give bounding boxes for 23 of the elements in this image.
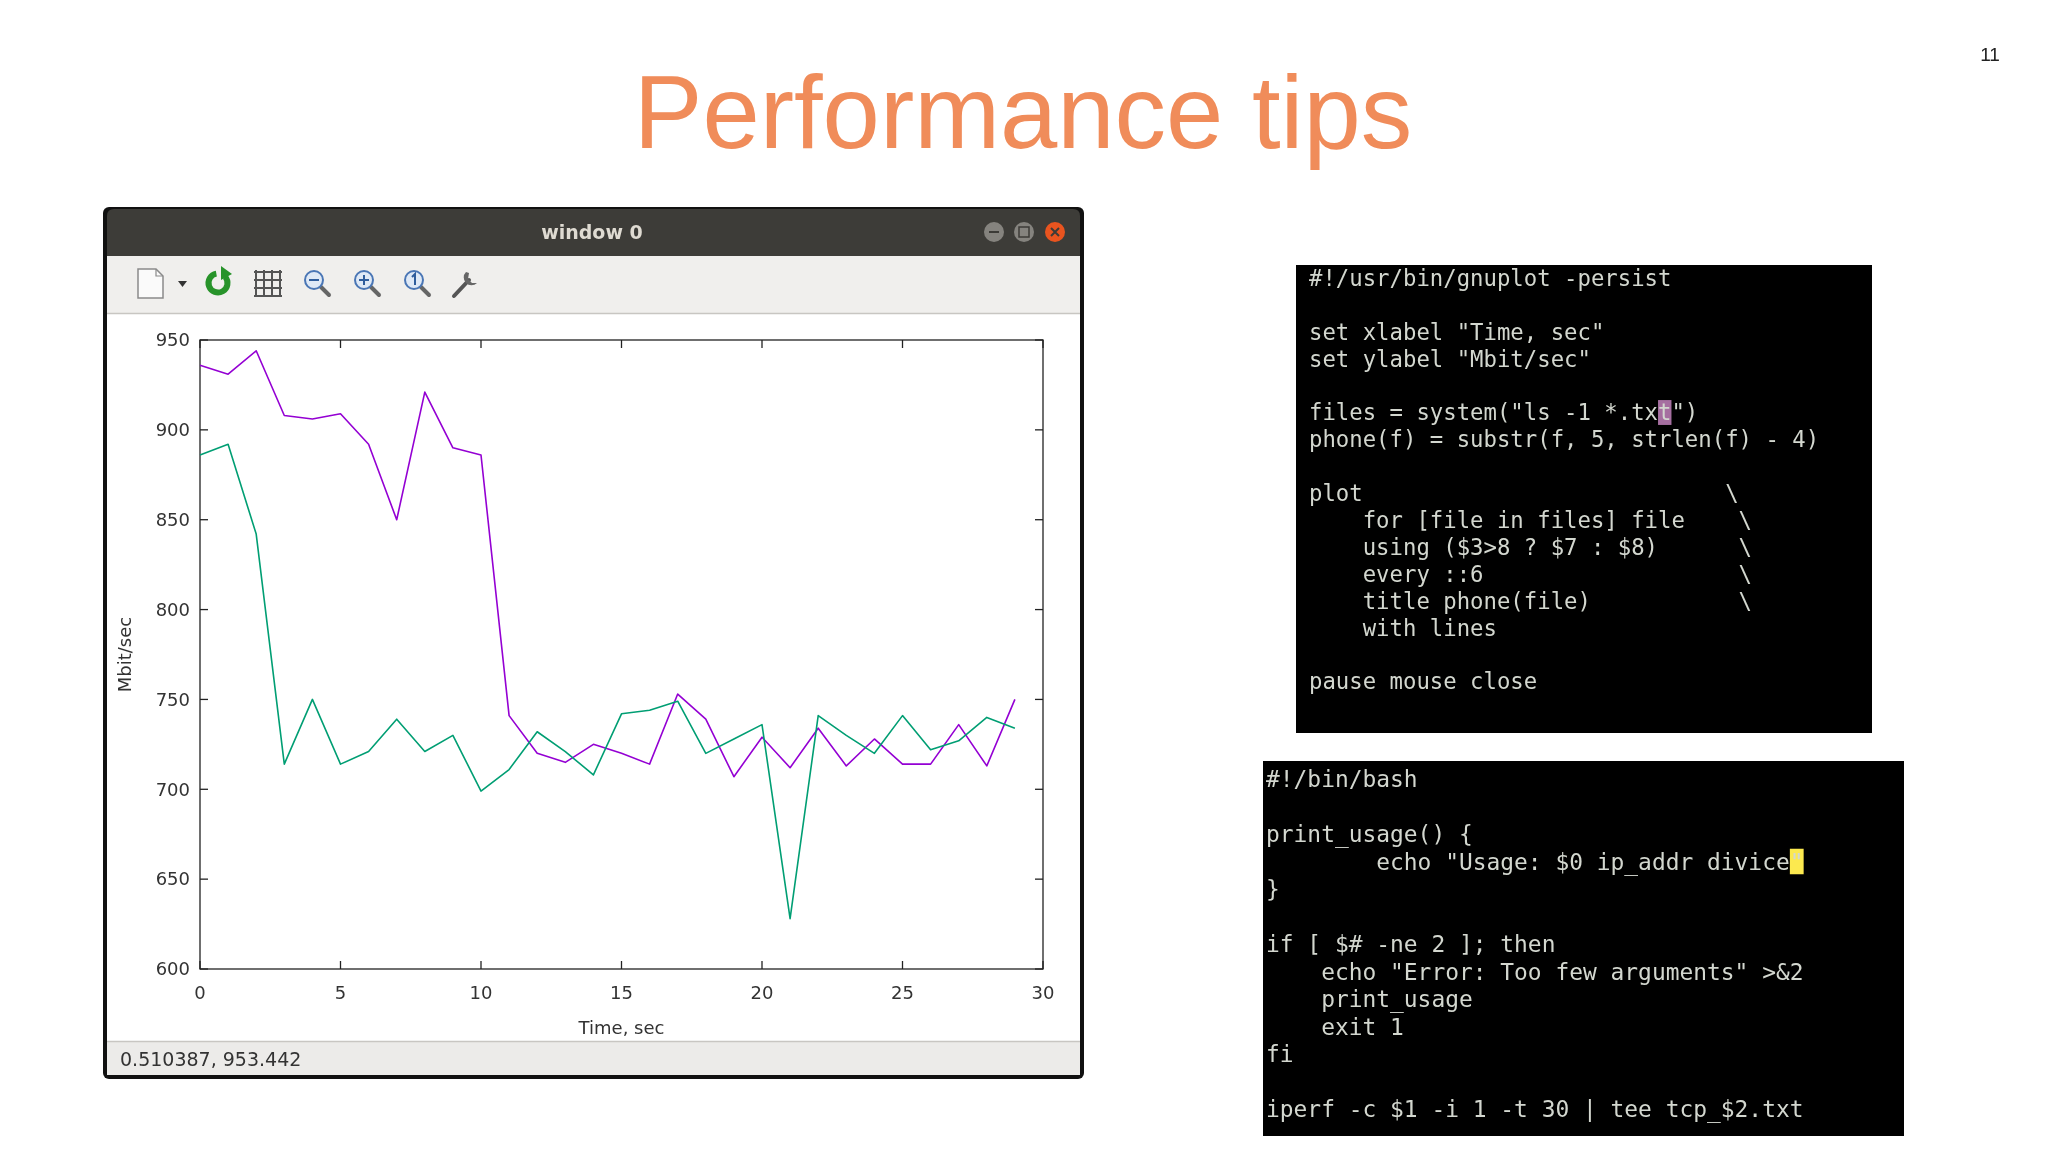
- y-tick-label: 750: [155, 688, 190, 710]
- text: 11: [1980, 44, 2000, 65]
- x-tick-label: 0: [194, 982, 206, 1003]
- x-tick-label: 15: [610, 982, 633, 1003]
- text: 0.510387, 953.442: [120, 1048, 302, 1070]
- text: window 0: [541, 221, 643, 243]
- y-tick-label: 900: [155, 419, 190, 441]
- y-tick-label: 600: [155, 958, 190, 980]
- x-tick-label: 5: [334, 982, 347, 1003]
- y-tick-label: 650: [155, 868, 190, 890]
- x-tick-label: 25: [891, 982, 914, 1003]
- x-tick-label: 20: [750, 982, 774, 1003]
- x-axis-title: Time, sec: [577, 1017, 665, 1038]
- y-axis-title: Mbit/sec: [114, 616, 135, 693]
- x-tick-label: 10: [469, 982, 493, 1003]
- y-tick-label: 850: [155, 509, 190, 531]
- line-series: [199, 443, 1016, 920]
- x-tick-label: 30: [1031, 982, 1055, 1003]
- line-series: [199, 349, 1016, 778]
- chart-title: Performance tips: [633, 55, 1413, 170]
- y-tick-label: 700: [155, 778, 190, 800]
- y-tick-label: 800: [155, 598, 190, 620]
- y-tick-label: 950: [155, 329, 190, 351]
